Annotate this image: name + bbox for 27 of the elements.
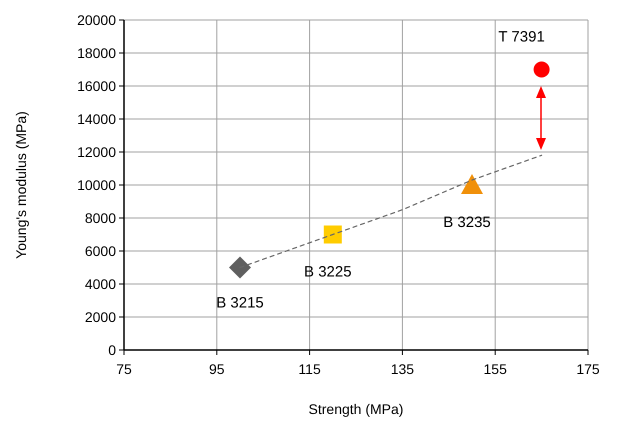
x-tick-label: 95: [209, 361, 225, 377]
series-label: B 3235: [443, 214, 491, 231]
y-tick-label: 10000: [77, 176, 116, 193]
y-tick-label: 2000: [84, 308, 116, 325]
y-tick-label: 20000: [77, 12, 116, 28]
x-tick-label: 135: [390, 361, 414, 377]
point: [461, 174, 483, 194]
series-label: T 7391: [498, 28, 545, 46]
y-tick-label: 14000: [77, 110, 116, 127]
x-tick-label: 115: [298, 361, 321, 377]
point: [324, 226, 342, 244]
x-tick-label: 175: [576, 361, 600, 377]
x-axis-title: Strength (MPa): [308, 401, 404, 417]
x-tick-label: 75: [116, 361, 132, 377]
y-tick-label: 16000: [77, 78, 116, 94]
y-tick-label: 6000: [84, 242, 116, 259]
point: [534, 62, 550, 78]
series-label: B 3225: [304, 264, 352, 280]
y-axis-title: Young's modulus (MPa): [13, 111, 29, 259]
y-tick-label: 18000: [77, 44, 116, 61]
y-tick-label: 0: [108, 342, 116, 358]
y-tick-label: 8000: [84, 210, 116, 226]
y-tick-label: 12000: [77, 144, 116, 160]
x-tick-label: 155: [484, 361, 508, 377]
point: [229, 256, 251, 278]
y-tick-label: 4000: [84, 276, 116, 292]
series-label: B 3215: [216, 294, 264, 312]
